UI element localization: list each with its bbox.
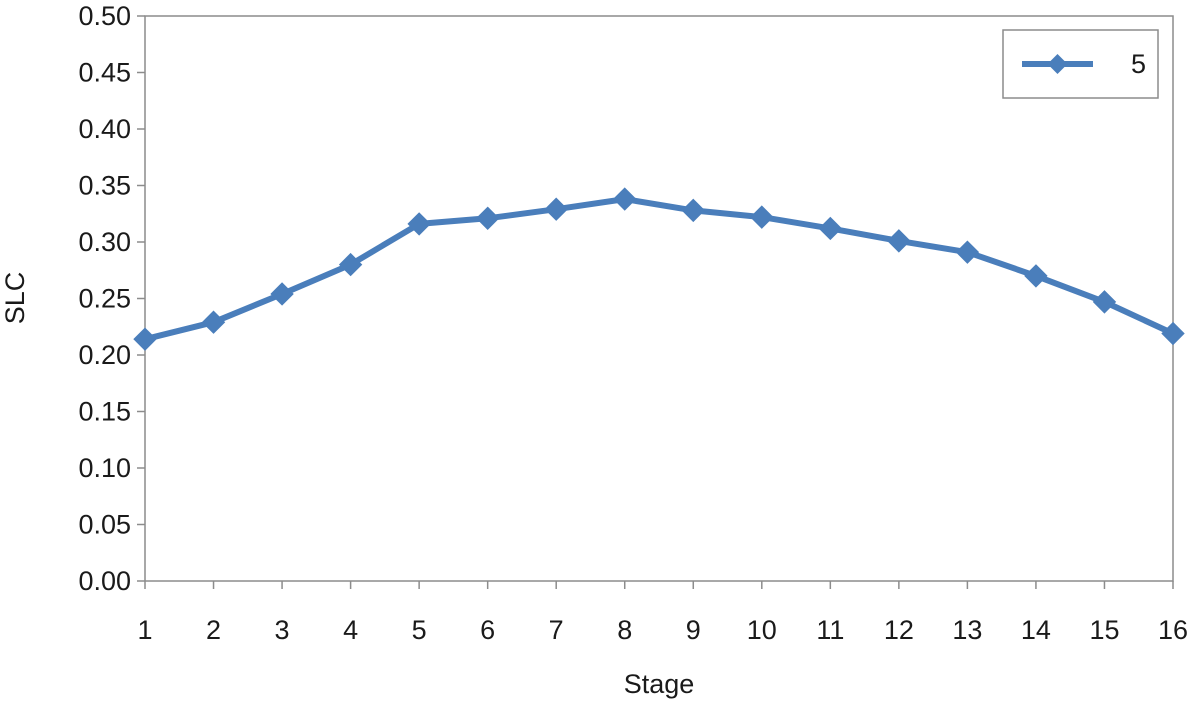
data-point-marker	[407, 212, 431, 236]
y-tick-label: 0.05	[78, 510, 131, 540]
data-point-marker	[887, 229, 911, 253]
data-point-marker	[270, 282, 294, 306]
data-point-marker	[1024, 264, 1048, 288]
legend-label: 5	[1131, 49, 1146, 79]
legend: 5	[1002, 29, 1159, 99]
data-point-marker	[1161, 321, 1185, 346]
x-tick-label: 10	[747, 615, 777, 645]
y-tick-label: 0.50	[78, 1, 131, 31]
data-point-marker	[544, 197, 568, 221]
data-point-marker	[475, 206, 500, 230]
data-point-marker	[1092, 290, 1117, 314]
data-point-marker	[750, 205, 774, 229]
x-axis-title: Stage	[624, 669, 695, 699]
x-tick-label: 12	[884, 615, 914, 645]
y-tick-label: 0.35	[78, 171, 131, 201]
y-axis-title: SLC	[0, 272, 30, 325]
data-point-marker	[681, 198, 705, 223]
x-tick-label: 8	[617, 615, 632, 645]
y-tick-label: 0.00	[78, 566, 131, 596]
data-point-marker	[201, 310, 226, 334]
x-tick-label: 6	[480, 615, 495, 645]
x-tick-label: 14	[1021, 615, 1051, 645]
x-tick-label: 4	[343, 615, 358, 645]
x-tick-label: 3	[275, 615, 290, 645]
data-point-marker	[338, 252, 363, 277]
x-tick-label: 7	[549, 615, 564, 645]
y-axis: 0.00 0.05 0.10 0.15 0.20 0.25 0.30 0.35 0.40 0.45…	[78, 1, 145, 596]
data-point-marker	[133, 327, 157, 351]
series-line	[144, 196, 1175, 343]
series-layer	[133, 187, 1185, 351]
x-tick-label: 15	[1089, 615, 1119, 645]
data-point-marker	[955, 240, 980, 264]
y-tick-label: 0.40	[78, 114, 131, 144]
x-tick-label: 2	[206, 615, 221, 645]
x-axis: 1 2 3 4 5 6 7 8 9 10 11 12 13 14 15 16	[137, 581, 1188, 645]
y-tick-label: 0.25	[78, 284, 131, 314]
x-tick-label: 9	[686, 615, 701, 645]
x-tick-label: 1	[137, 615, 152, 645]
data-point-marker	[613, 187, 637, 211]
x-tick-label: 5	[412, 615, 427, 645]
y-tick-label: 0.45	[78, 58, 131, 88]
x-tick-label: 11	[816, 615, 844, 645]
legend-diamond-icon	[1047, 54, 1068, 74]
y-tick-label: 0.30	[78, 227, 131, 257]
plot-area	[144, 15, 1174, 582]
x-tick-label: 13	[952, 615, 982, 645]
y-tick-label: 0.15	[78, 397, 131, 427]
data-point-marker	[818, 216, 843, 241]
y-tick-label: 0.10	[78, 453, 131, 483]
x-tick-label: 16	[1158, 615, 1188, 645]
y-tick-label: 0.20	[78, 340, 131, 370]
